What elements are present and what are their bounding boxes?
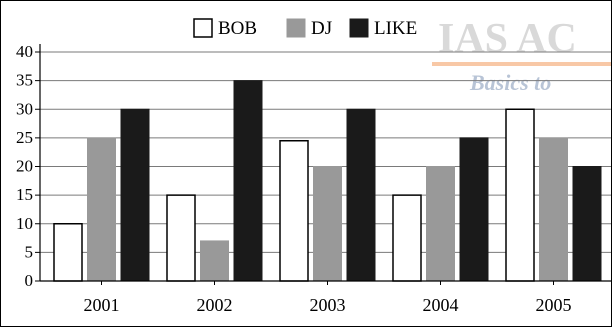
legend-swatch-bob — [193, 18, 213, 38]
y-tick-label: 40 — [16, 42, 33, 61]
legend: BOB DJ LIKE — [193, 18, 417, 39]
x-tick-label: 2005 — [536, 295, 572, 315]
bar-dj-2004 — [426, 166, 455, 282]
bar-like-2002 — [233, 80, 263, 282]
bars — [53, 80, 602, 282]
legend-swatch-dj — [286, 18, 306, 38]
x-tick-label: 2004 — [423, 295, 459, 315]
x-tick-label: 2003 — [310, 295, 346, 315]
bar-like-2003 — [346, 108, 376, 282]
y-tick-label: 0 — [25, 271, 34, 290]
y-tick-label: 25 — [16, 128, 33, 147]
legend-label-bob: BOB — [218, 18, 257, 39]
bar-bob-2002 — [166, 194, 196, 282]
y-tick-label: 20 — [16, 157, 33, 176]
y-tick-label: 5 — [25, 242, 34, 261]
y-tick-label: 10 — [16, 214, 33, 233]
y-tick-label: 35 — [16, 71, 33, 90]
watermark-accent-bar — [432, 62, 612, 66]
legend-label-like: LIKE — [374, 18, 417, 39]
x-axis-ticks: 2001 2002 2003 2004 2005 — [84, 281, 572, 315]
axes — [39, 44, 612, 282]
bar-dj-2002 — [200, 240, 229, 282]
watermark: IAS AC Basics to — [432, 16, 612, 95]
watermark-line-1: IAS AC — [438, 16, 577, 62]
y-tick-label: 30 — [16, 99, 33, 118]
bar-bob-2003 — [279, 139, 309, 282]
bar-like-2001 — [120, 108, 150, 282]
bar-bob-2005 — [505, 108, 535, 282]
x-tick-label: 2001 — [84, 295, 120, 315]
legend-swatch-like — [349, 18, 369, 38]
y-axis-ticks: 0 5 10 15 20 25 30 35 40 — [16, 42, 40, 290]
bar-dj-2003 — [313, 166, 342, 282]
bar-like-2004 — [459, 137, 489, 282]
bar-like-2005 — [572, 166, 602, 282]
bar-dj-2005 — [539, 137, 568, 282]
bar-dj-2001 — [87, 137, 116, 282]
bar-bob-2004 — [392, 194, 422, 282]
legend-label-dj: DJ — [311, 18, 332, 39]
y-tick-label: 15 — [16, 185, 33, 204]
watermark-line-2: Basics to — [469, 70, 551, 95]
x-tick-label: 2002 — [197, 295, 233, 315]
bar-bob-2001 — [53, 223, 83, 282]
